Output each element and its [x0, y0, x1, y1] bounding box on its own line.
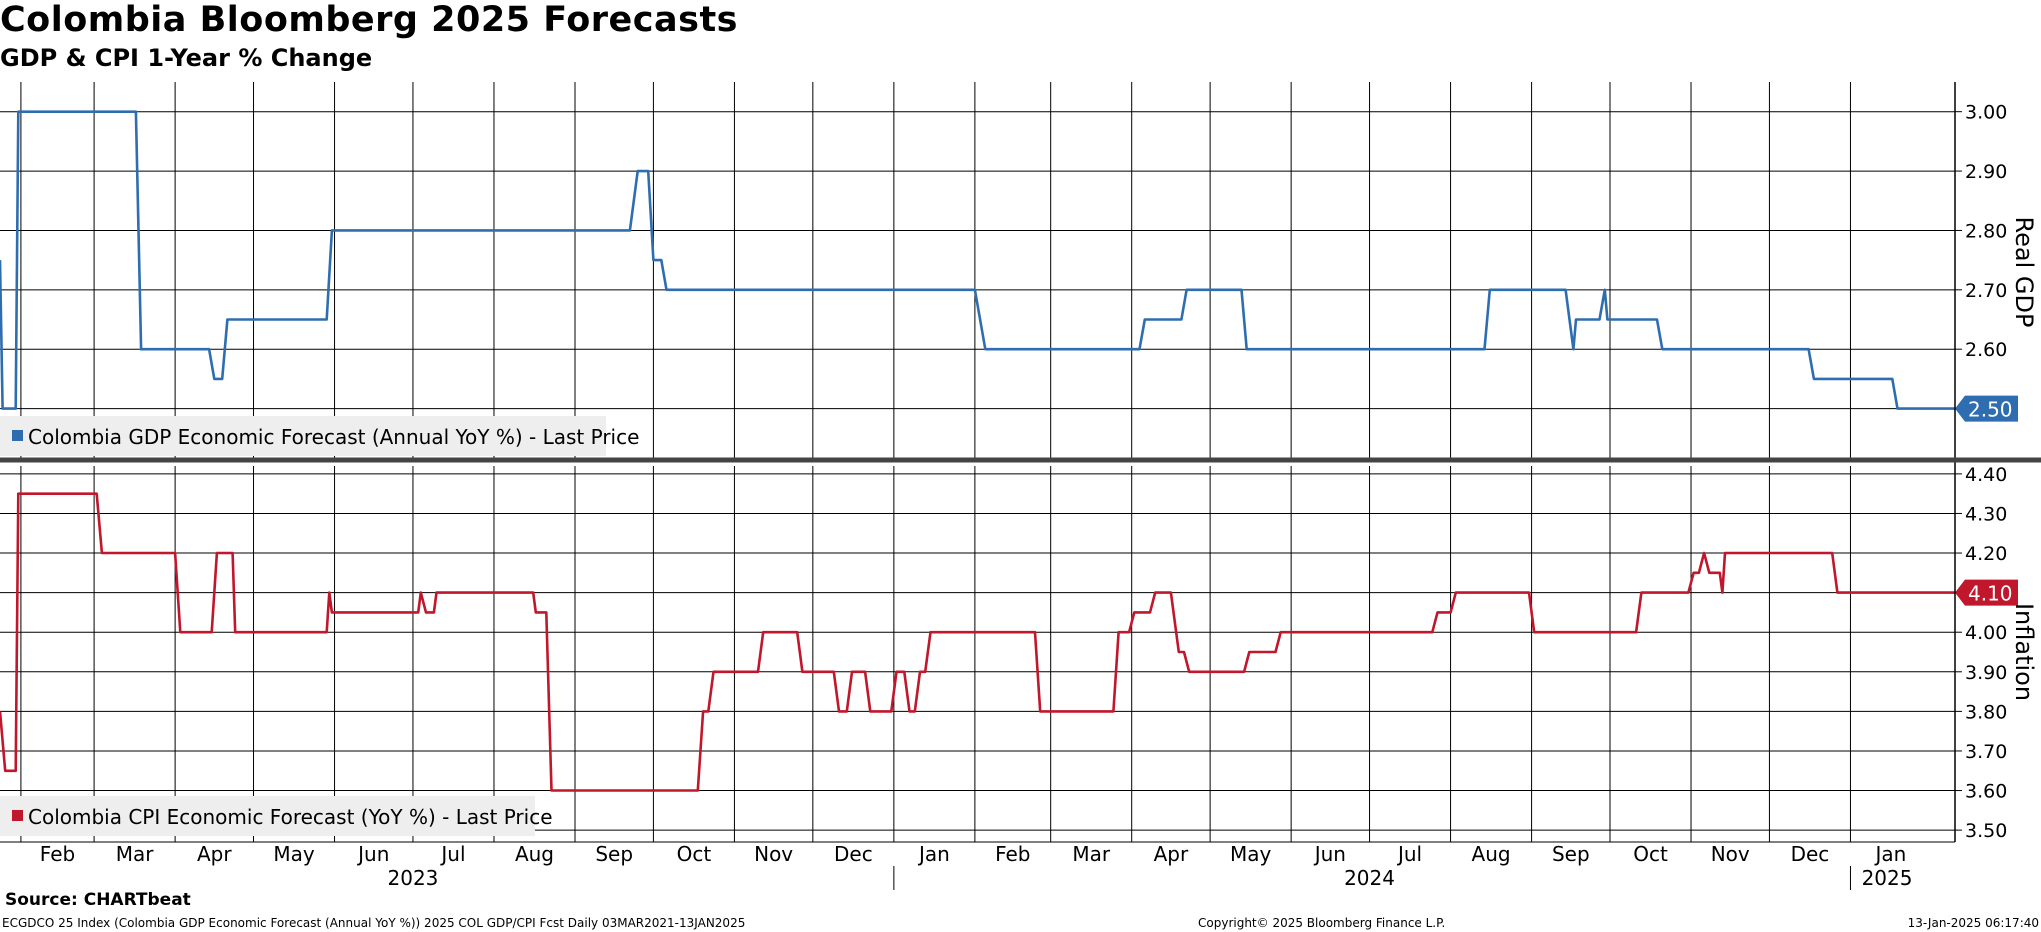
legend-label: Colombia CPI Economic Forecast (YoY %) -…: [28, 805, 553, 829]
series-layer: [0, 110, 1955, 792]
chart-subtitle: GDP & CPI 1-Year % Change: [0, 44, 373, 72]
x-tick-label: Aug: [1472, 842, 1511, 866]
cpi-series-line: [0, 492, 1955, 792]
y-tick-label: 4.20: [1965, 543, 2007, 565]
x-tick-label: Dec: [834, 842, 873, 866]
legend-label: Colombia GDP Economic Forecast (Annual Y…: [28, 425, 639, 449]
x-tick-label: Nov: [1711, 842, 1750, 866]
x-tick-label: Feb: [40, 842, 75, 866]
x-tick-label: Sep: [595, 842, 633, 866]
x-tick-label: Apr: [197, 842, 232, 866]
last-value-label: 4.10: [1968, 582, 2013, 606]
x-tick-label: May: [1230, 842, 1272, 866]
x-tick-label: Sep: [1552, 842, 1590, 866]
y-tick-label: 4.40: [1965, 464, 2007, 486]
y-tick-label: 2.60: [1965, 339, 2007, 361]
copyright-note: Copyright© 2025 Bloomberg Finance L.P.: [1198, 916, 1446, 930]
last-value-label: 2.50: [1968, 398, 2013, 422]
y-tick-label: 2.80: [1965, 220, 2007, 242]
x-tick-label: Jul: [439, 842, 465, 866]
x-tick-label: Oct: [1633, 842, 1668, 866]
y-tick-label: 3.90: [1965, 662, 2007, 684]
x-tick-label: Jan: [1874, 842, 1907, 866]
year-label: 2023: [388, 866, 439, 890]
x-tick-label: Feb: [995, 842, 1030, 866]
x-tick-label: Mar: [116, 842, 155, 866]
x-tick-label: Nov: [754, 842, 793, 866]
grid-layer: [0, 82, 1955, 842]
x-tick-label: Jul: [1396, 842, 1422, 866]
y-tick-label: 3.50: [1965, 820, 2007, 842]
legend-box: [0, 796, 535, 836]
chart-title: Colombia Bloomberg 2025 Forecasts: [0, 0, 739, 40]
y-tick-label: 3.60: [1965, 781, 2007, 803]
x-tick-label: Oct: [677, 842, 712, 866]
x-tick-label: Jun: [356, 842, 389, 866]
y-tick-label: 3.70: [1965, 741, 2007, 763]
timestamp: 13-Jan-2025 06:17:40: [1907, 916, 2039, 930]
source-note: Source: CHARTbeat: [5, 890, 191, 910]
x-tick-label: May: [273, 842, 315, 866]
y-tick-label: 4.30: [1965, 503, 2007, 525]
x-tick-label: Aug: [515, 842, 554, 866]
last-value-tag: [1955, 579, 2018, 606]
x-tick-label: Apr: [1154, 842, 1189, 866]
axis-layer: 3.00 2.90 2.80 2.70 2.60 2.50 Colombia GDP Eco…: [0, 82, 2041, 890]
y-tick-label: 4.00: [1965, 622, 2007, 644]
legend-swatch: [12, 430, 23, 441]
y-tick-label: 3.00: [1965, 102, 2007, 124]
y-tick-label: 3.80: [1965, 701, 2007, 723]
gdp-axis-title: Real GDP: [2010, 217, 2038, 328]
ticker-line: ECGDCO 25 Index (Colombia GDP Economic F…: [2, 916, 746, 930]
x-tick-label: Dec: [1791, 842, 1830, 866]
x-tick-label: Jan: [917, 842, 950, 866]
x-tick-label: Mar: [1072, 842, 1111, 866]
last-value-tag: [1955, 395, 2018, 422]
year-label: 2025: [1862, 866, 1913, 890]
year-label: 2024: [1344, 866, 1395, 890]
gdp-series-line: [0, 110, 1955, 410]
legend-box: [0, 416, 606, 456]
cpi-axis-title: Inflation: [2010, 603, 2038, 701]
x-tick-label: Jun: [1313, 842, 1346, 866]
legend-swatch: [12, 810, 23, 821]
y-tick-label: 2.70: [1965, 280, 2007, 302]
y-tick-label: 2.90: [1965, 161, 2007, 183]
